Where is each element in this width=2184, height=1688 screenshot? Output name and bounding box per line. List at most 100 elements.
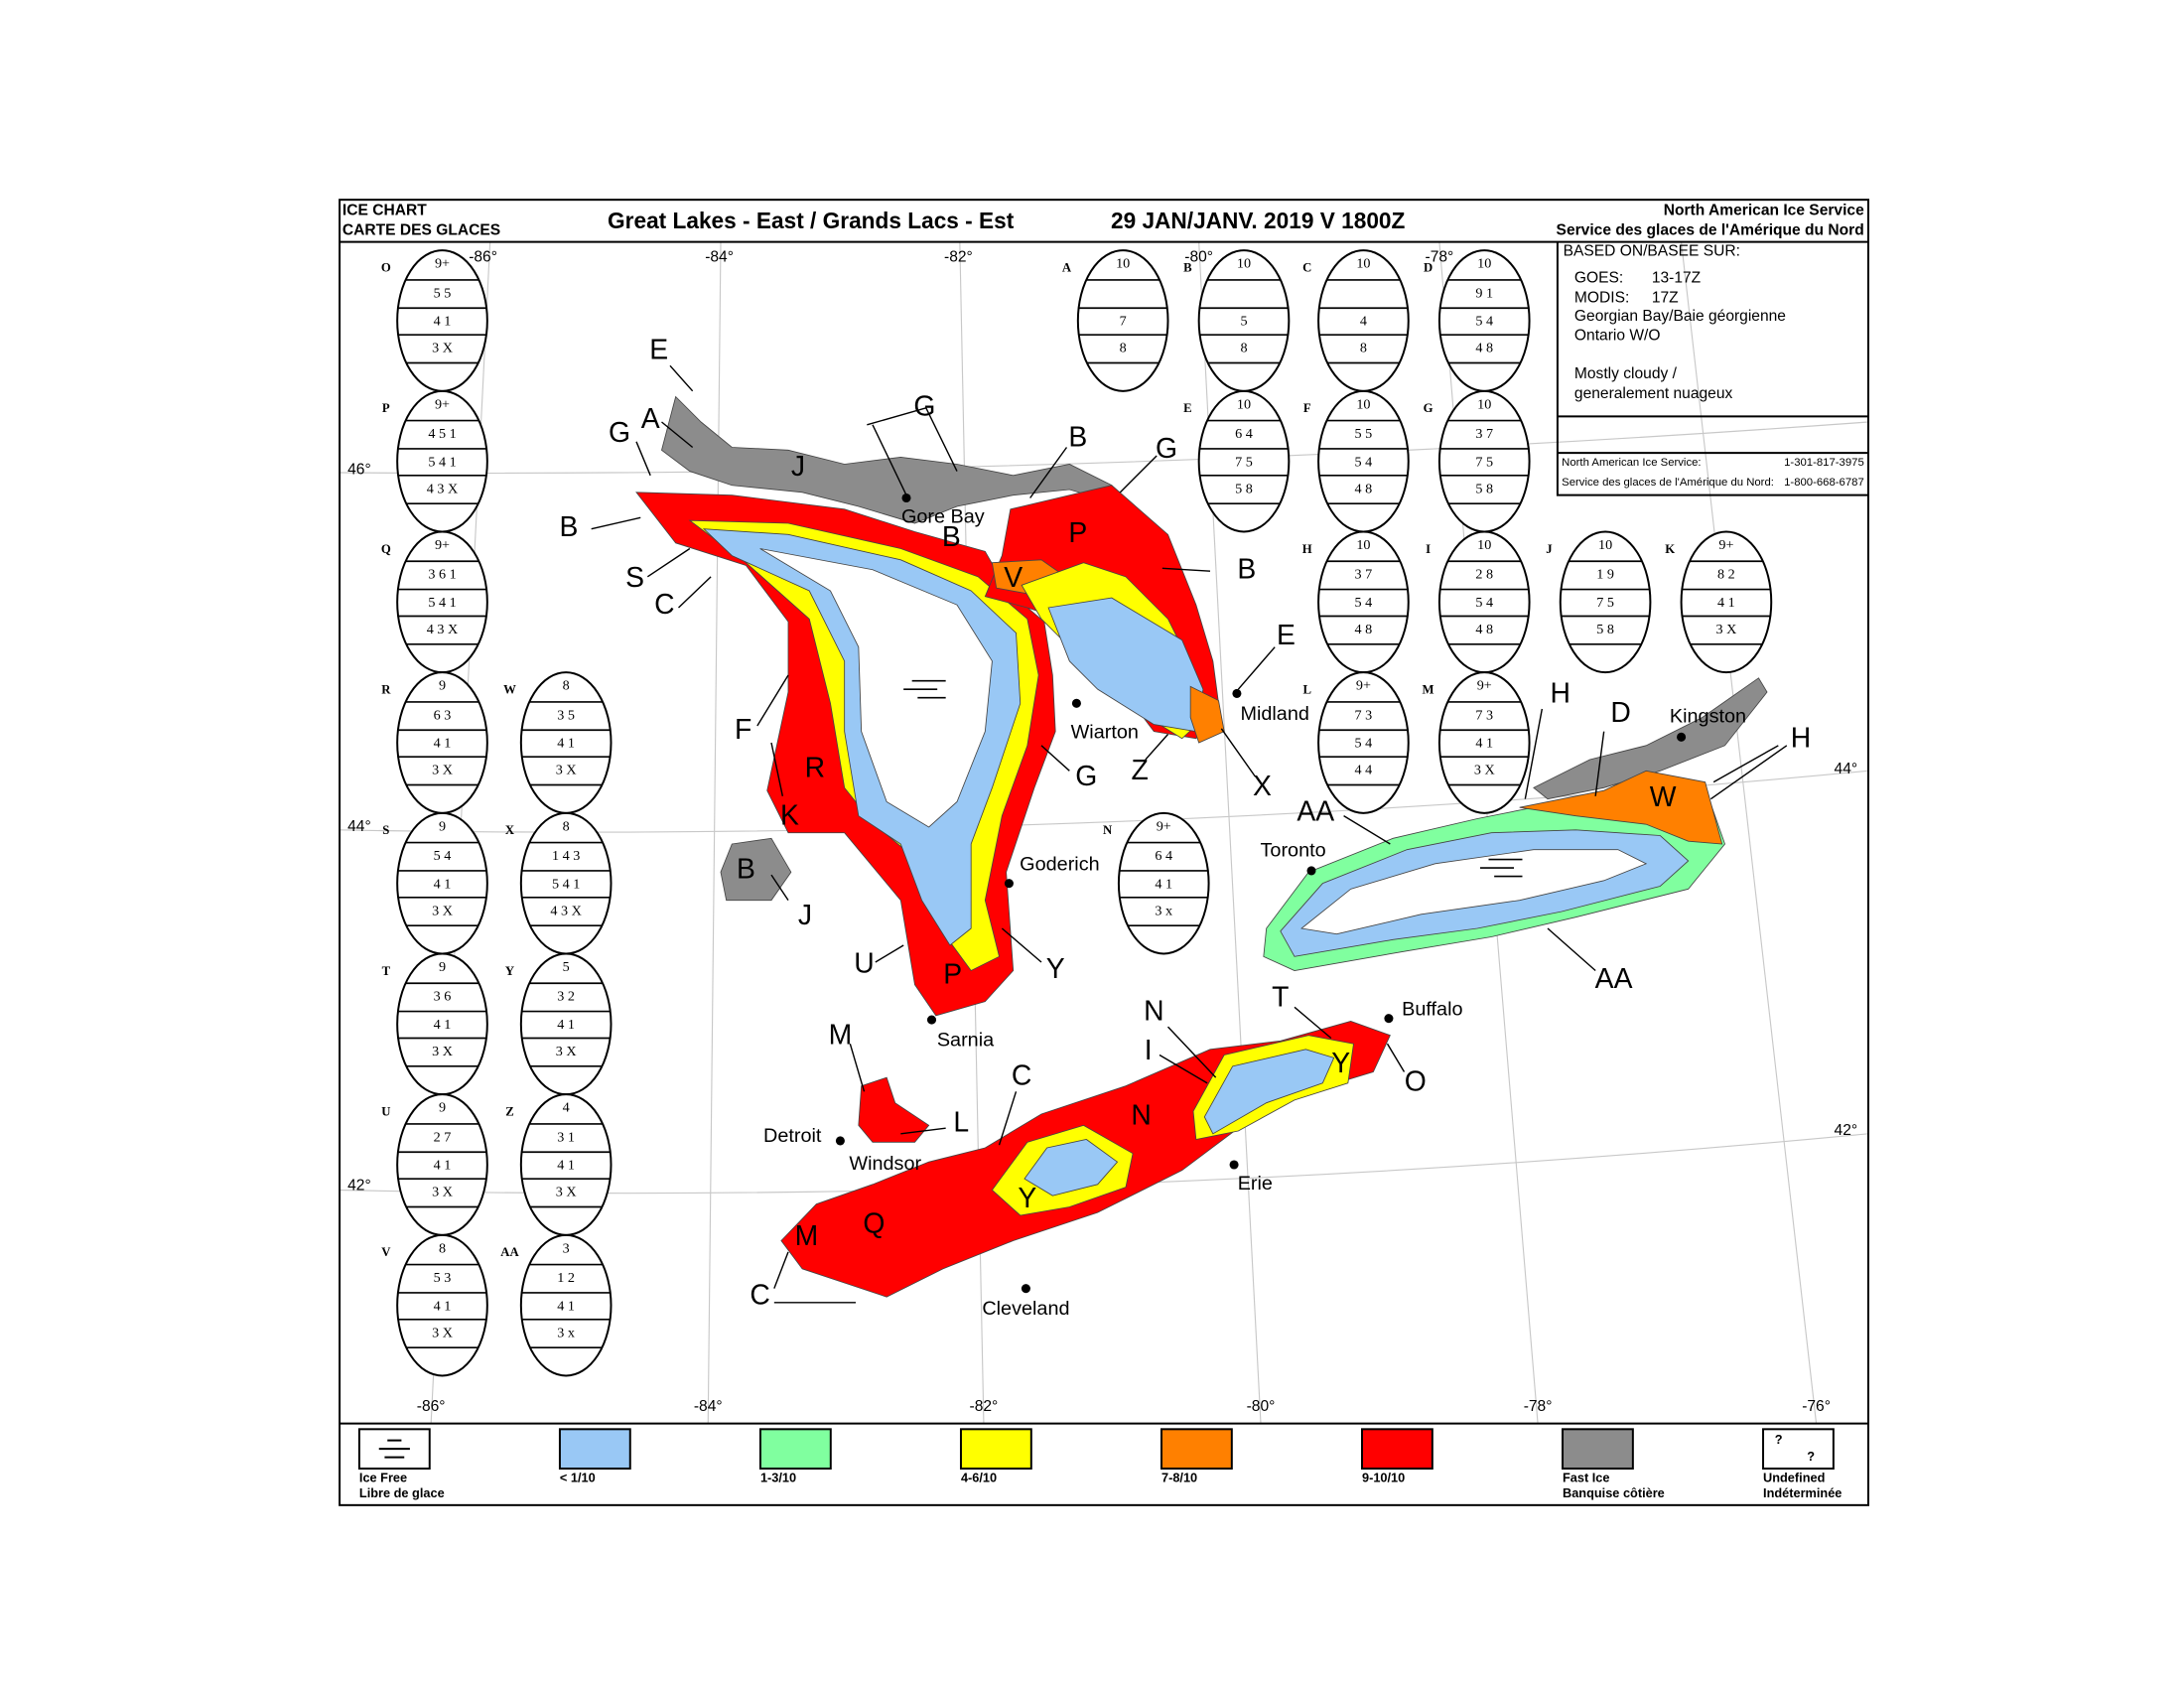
region-label: G bbox=[913, 390, 935, 422]
source-time: 13-17Z bbox=[1652, 270, 1702, 287]
egg-forms: 4 3 X bbox=[550, 903, 581, 918]
egg-code: J 10 1 9 7 5 5 8 bbox=[1546, 530, 1652, 674]
graticule-label: 42° bbox=[347, 1177, 371, 1194]
egg-stages: 4 1 bbox=[434, 314, 452, 330]
egg-code: K 9+ 8 2 4 1 3 X bbox=[1665, 530, 1773, 674]
graticule-label: -78° bbox=[1426, 248, 1454, 265]
graticule-label: -76° bbox=[1802, 1398, 1831, 1415]
region-label: B bbox=[560, 511, 579, 543]
egg-partial: 4 5 1 bbox=[428, 426, 456, 442]
egg-forms: 3 X bbox=[556, 1185, 577, 1200]
region-label: I bbox=[1145, 1035, 1153, 1066]
city-label: Sarnia bbox=[937, 1030, 995, 1052]
egg-outline bbox=[1197, 389, 1291, 533]
egg-total: 9+ bbox=[1356, 678, 1371, 694]
region-label: E bbox=[649, 335, 668, 366]
city-label: Wiarton bbox=[1071, 721, 1139, 743]
region-label: V bbox=[1004, 562, 1023, 594]
egg-code: L 9+ 7 3 5 4 4 4 bbox=[1302, 671, 1410, 814]
egg-partial: 2 8 bbox=[1475, 567, 1493, 583]
city-label: Kingston bbox=[1670, 706, 1746, 728]
region-label: B bbox=[1237, 554, 1256, 586]
egg-id: AA bbox=[500, 1245, 519, 1259]
region-label: Z bbox=[1132, 755, 1149, 786]
egg-total: 10 bbox=[1237, 396, 1251, 412]
egg-stages: 4 1 bbox=[434, 1017, 452, 1033]
egg-stages: 4 1 bbox=[1155, 876, 1172, 892]
egg-stages: 7 5 bbox=[1596, 595, 1614, 611]
region-label: S bbox=[625, 562, 644, 594]
fast-ice-saginaw bbox=[720, 837, 792, 902]
egg-forms: 4 8 bbox=[1475, 341, 1493, 356]
legend-label: Ice Free bbox=[359, 1470, 407, 1484]
legend-label: < 1/10 bbox=[560, 1470, 596, 1484]
egg-code: G 10 3 7 7 5 5 8 bbox=[1424, 389, 1531, 533]
city-label: Goderich bbox=[1020, 853, 1099, 875]
egg-forms: 8 bbox=[1240, 341, 1247, 356]
egg-stages: 7 5 bbox=[1475, 454, 1493, 470]
region-label: B bbox=[737, 853, 755, 885]
legend-swatch bbox=[1762, 1428, 1835, 1470]
graticule-label: 44° bbox=[1835, 761, 1858, 777]
egg-id: G bbox=[1424, 401, 1433, 415]
legend-swatch bbox=[1361, 1428, 1433, 1470]
ice-free-symbol bbox=[378, 1439, 410, 1459]
city-dot bbox=[1229, 1160, 1239, 1170]
egg-total: 10 bbox=[1356, 537, 1370, 553]
graticule-label: -82° bbox=[970, 1398, 999, 1415]
egg-forms: 3 X bbox=[432, 1044, 453, 1059]
egg-partial: 5 5 bbox=[1355, 426, 1373, 442]
egg-partial: 1 9 bbox=[1596, 567, 1614, 583]
region-label: C bbox=[1012, 1060, 1031, 1092]
egg-forms: 5 8 bbox=[1475, 481, 1493, 496]
egg-forms: 4 3 X bbox=[427, 622, 458, 637]
graticule-label: -78° bbox=[1524, 1398, 1553, 1415]
egg-code: S 9 5 4 4 1 3 X bbox=[382, 811, 488, 955]
egg-forms: 3 X bbox=[432, 763, 453, 778]
egg-stages: 7 bbox=[1120, 314, 1127, 330]
egg-code: B 10 5 8 bbox=[1183, 249, 1291, 392]
georgian-orange-south bbox=[1189, 685, 1225, 744]
egg-id: R bbox=[381, 683, 391, 697]
egg-outline bbox=[519, 1233, 613, 1377]
egg-total: 8 bbox=[439, 1240, 446, 1256]
region-label: G bbox=[1075, 761, 1097, 792]
egg-forms: 3 x bbox=[1155, 903, 1172, 918]
region-label: H bbox=[1551, 677, 1570, 709]
legend-label: 7-8/10 bbox=[1161, 1470, 1197, 1484]
map bbox=[635, 395, 1768, 1298]
egg-forms: 8 bbox=[1360, 341, 1367, 356]
info-heading: BASED ON/BASEE SUR: bbox=[1564, 243, 1740, 260]
egg-stages: 4 1 bbox=[434, 876, 452, 892]
egg-total: 9+ bbox=[435, 396, 450, 412]
city-label: Toronto bbox=[1261, 839, 1326, 861]
graticule-label: -80° bbox=[1184, 248, 1213, 265]
egg-partial: 1 4 3 bbox=[552, 848, 580, 864]
region-label: M bbox=[829, 1020, 853, 1052]
egg-code: C 10 4 8 bbox=[1302, 249, 1410, 392]
egg-stages: 4 1 bbox=[434, 1298, 452, 1314]
egg-total: 9+ bbox=[1477, 678, 1492, 694]
egg-partial: 8 2 bbox=[1717, 567, 1735, 583]
egg-total: 9 bbox=[439, 959, 446, 975]
egg-forms: 8 bbox=[1120, 341, 1127, 356]
egg-code: V 8 5 3 4 1 3 X bbox=[381, 1233, 488, 1377]
source-name: MODIS: bbox=[1574, 289, 1629, 306]
graticule-label: -82° bbox=[944, 248, 973, 265]
egg-outline bbox=[1117, 811, 1210, 955]
city-dot bbox=[1677, 732, 1687, 742]
egg-code: A 10 7 8 bbox=[1062, 249, 1169, 392]
egg-stages: 4 1 bbox=[434, 1158, 452, 1174]
legend-label: Fast Ice bbox=[1563, 1470, 1609, 1484]
egg-outline bbox=[1680, 530, 1773, 674]
legend-swatch bbox=[758, 1428, 832, 1470]
city-label: Windsor bbox=[849, 1153, 921, 1175]
agency: Service des glaces de l'Amérique du Nord bbox=[1557, 221, 1864, 238]
contact-name: North American Ice Service: bbox=[1562, 457, 1701, 469]
legend-label: Indéterminée bbox=[1763, 1485, 1842, 1500]
egg-forms: 4 8 bbox=[1355, 622, 1373, 637]
egg-total: 5 bbox=[563, 959, 570, 975]
weather: generalement nuageux bbox=[1574, 385, 1733, 402]
city-label: Erie bbox=[1238, 1173, 1273, 1195]
